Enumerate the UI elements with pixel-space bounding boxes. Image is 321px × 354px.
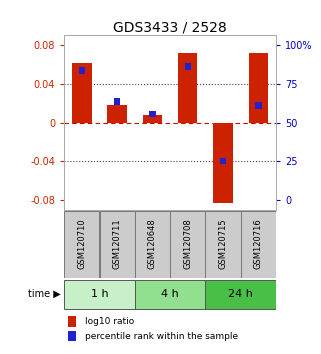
Bar [249,53,268,122]
Bar [255,102,262,109]
Text: GSM120715: GSM120715 [219,219,228,269]
FancyBboxPatch shape [100,211,135,278]
Bar [79,67,85,74]
Text: 1 h: 1 h [91,289,108,299]
Bar [178,53,197,122]
Text: percentile rank within the sample: percentile rank within the sample [85,332,239,341]
Bar [72,63,91,122]
Bar [68,331,76,342]
Bar [149,110,156,117]
Bar [143,115,162,122]
Bar [68,316,76,327]
FancyBboxPatch shape [170,211,205,278]
Bar [114,98,120,105]
Text: log10 ratio: log10 ratio [85,317,134,326]
FancyBboxPatch shape [241,211,276,278]
FancyBboxPatch shape [205,211,241,278]
FancyBboxPatch shape [135,211,170,278]
Bar [185,63,191,70]
FancyBboxPatch shape [135,280,205,309]
Text: GSM120710: GSM120710 [77,219,86,269]
Text: GSM120711: GSM120711 [113,219,122,269]
FancyBboxPatch shape [64,211,100,278]
Text: GSM120648: GSM120648 [148,219,157,269]
Text: GSM120716: GSM120716 [254,219,263,269]
Text: 24 h: 24 h [228,289,253,299]
Text: 4 h: 4 h [161,289,179,299]
Title: GDS3433 / 2528: GDS3433 / 2528 [113,20,227,34]
Text: time ▶: time ▶ [28,289,61,299]
FancyBboxPatch shape [205,280,276,309]
Text: GSM120708: GSM120708 [183,219,192,269]
Bar [108,105,127,122]
Bar [220,158,226,164]
FancyBboxPatch shape [64,280,135,309]
Bar [213,122,233,203]
